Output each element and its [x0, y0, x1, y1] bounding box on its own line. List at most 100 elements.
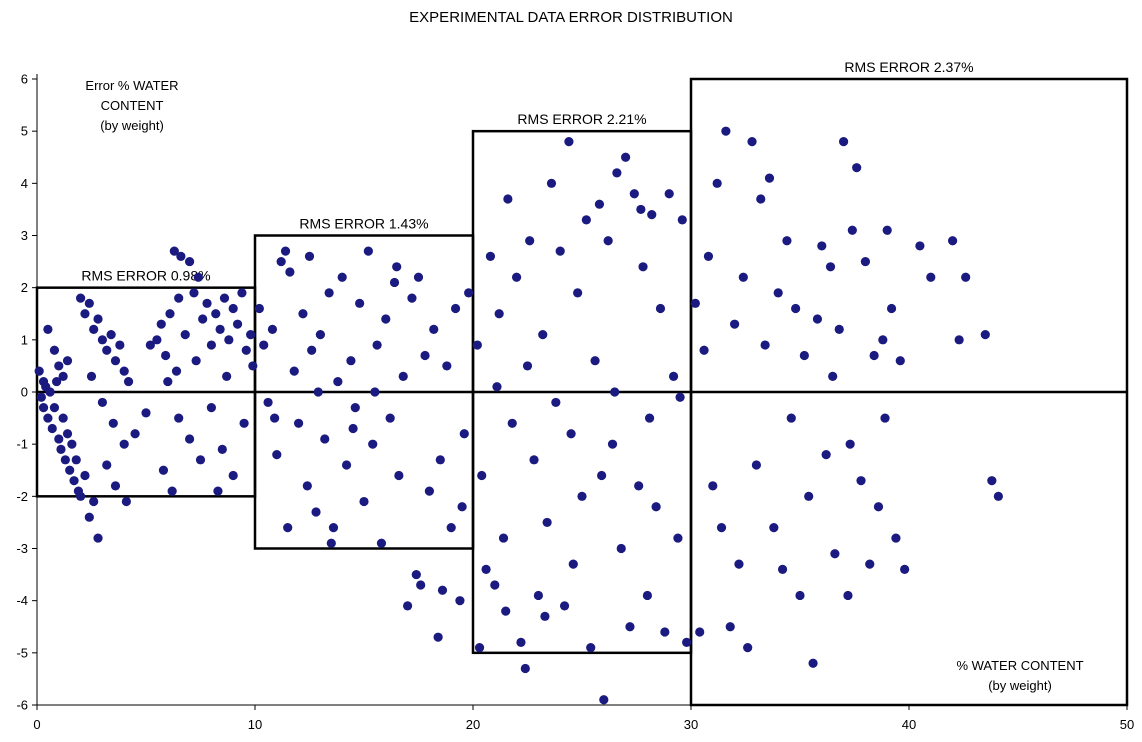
- data-point: [110, 481, 121, 491]
- data-point: [760, 340, 770, 350]
- data-point: [219, 293, 230, 303]
- data-point: [54, 434, 64, 444]
- data-point: [280, 246, 291, 256]
- data-point: [311, 507, 321, 517]
- data-point: [540, 611, 550, 621]
- data-point: [211, 309, 221, 319]
- y-tick-label: 6: [21, 72, 28, 87]
- data-point: [594, 199, 605, 209]
- data-point: [551, 397, 561, 408]
- data-point: [267, 324, 278, 334]
- data-point: [283, 523, 293, 533]
- data-point: [239, 418, 249, 428]
- data-point: [84, 298, 94, 308]
- y-tick-label: -1: [16, 437, 28, 452]
- data-point: [259, 340, 269, 350]
- data-point: [455, 596, 465, 606]
- data-point: [47, 423, 57, 434]
- data-point: [392, 262, 402, 272]
- data-point: [501, 606, 511, 616]
- data-point: [189, 288, 199, 298]
- data-point: [43, 324, 53, 334]
- data-point: [433, 632, 443, 642]
- data-point: [843, 590, 853, 601]
- data-point: [610, 387, 620, 397]
- chart-title: EXPERIMENTAL DATA ERROR DISTRIBUTION: [409, 9, 733, 26]
- data-point: [773, 288, 783, 298]
- data-point: [315, 330, 325, 340]
- data-point: [145, 340, 155, 350]
- data-point: [743, 643, 753, 653]
- data-point: [156, 319, 166, 329]
- data-point: [38, 403, 49, 413]
- data-point: [304, 251, 315, 261]
- data-point: [416, 580, 426, 590]
- x-tick-label: 30: [684, 717, 698, 732]
- data-point: [115, 340, 125, 350]
- data-point: [435, 455, 445, 465]
- x-tick-label: 10: [248, 717, 262, 732]
- y-axis-label-line-2: CONTENT: [101, 98, 164, 113]
- data-point: [782, 236, 792, 246]
- data-point: [307, 345, 317, 355]
- data-point: [442, 361, 452, 371]
- data-point: [446, 523, 456, 533]
- data-point: [636, 204, 646, 215]
- data-point: [880, 413, 890, 423]
- data-point: [525, 236, 535, 246]
- data-point: [228, 470, 238, 481]
- data-point: [634, 481, 644, 491]
- data-point: [459, 429, 469, 439]
- data-point: [860, 256, 871, 267]
- data-point: [457, 502, 467, 512]
- data-point: [795, 590, 805, 601]
- data-point: [185, 256, 195, 267]
- data-point: [764, 173, 775, 183]
- y-tick-label: 0: [21, 385, 28, 400]
- data-point: [625, 622, 635, 632]
- data-point: [389, 277, 400, 288]
- data-point: [56, 444, 66, 454]
- data-point: [241, 345, 251, 355]
- data-point: [529, 455, 539, 465]
- data-point: [712, 178, 722, 188]
- data-point: [586, 643, 596, 653]
- data-point: [424, 486, 434, 496]
- data-point: [232, 319, 243, 329]
- data-point: [845, 439, 855, 449]
- data-point: [193, 272, 203, 282]
- data-point: [93, 533, 103, 543]
- data-point: [481, 564, 491, 574]
- data-point: [163, 376, 173, 387]
- data-point: [555, 246, 565, 256]
- y-tick-label: -4: [16, 593, 28, 608]
- data-point: [370, 387, 380, 397]
- data-point: [372, 340, 382, 350]
- data-point: [522, 361, 533, 371]
- data-point: [174, 293, 184, 303]
- data-point: [464, 288, 474, 298]
- data-point: [777, 564, 788, 574]
- y-tick-label: -5: [16, 645, 28, 660]
- data-point: [165, 309, 175, 319]
- data-point: [673, 533, 683, 543]
- data-point: [119, 439, 129, 449]
- data-point: [878, 335, 888, 345]
- data-point: [895, 356, 905, 366]
- data-point: [45, 387, 55, 397]
- data-point: [474, 643, 485, 653]
- data-point: [799, 350, 809, 361]
- data-point: [821, 450, 831, 460]
- data-point: [638, 262, 648, 272]
- data-point: [791, 303, 801, 314]
- data-point: [873, 502, 884, 512]
- data-point: [263, 397, 273, 408]
- data-point: [320, 434, 330, 444]
- data-point: [198, 314, 208, 324]
- data-point: [407, 293, 417, 303]
- data-point: [195, 455, 206, 465]
- data-point: [69, 476, 79, 486]
- data-point: [58, 413, 68, 423]
- data-point: [664, 189, 674, 199]
